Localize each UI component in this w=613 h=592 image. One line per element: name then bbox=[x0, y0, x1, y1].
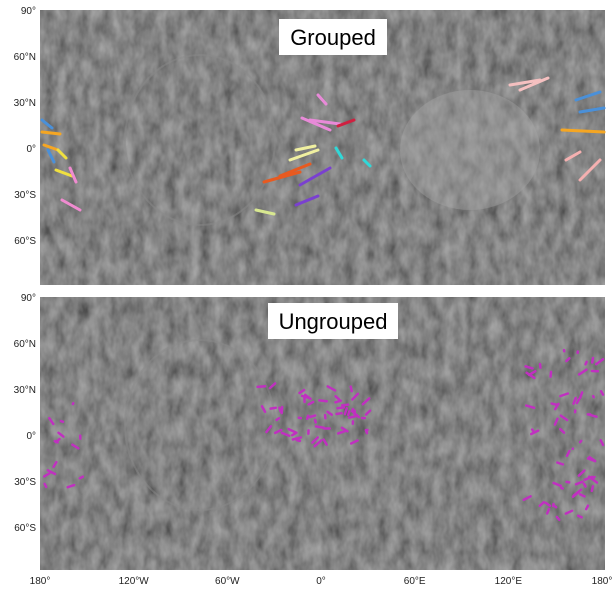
lon-label: 180° bbox=[592, 576, 613, 587]
feature bbox=[554, 505, 556, 507]
terrain bbox=[400, 90, 540, 210]
panel-title: Ungrouped bbox=[279, 309, 388, 334]
grouped-map: Grouped bbox=[40, 10, 605, 285]
feature bbox=[557, 463, 563, 465]
feature bbox=[319, 400, 326, 401]
feature bbox=[45, 484, 46, 487]
feature bbox=[349, 416, 355, 417]
lat-label: 30°N bbox=[14, 385, 36, 396]
lat-label: 30°S bbox=[14, 190, 36, 201]
feature bbox=[351, 387, 352, 391]
lat-label: 90° bbox=[21, 293, 36, 304]
figure: Grouped Ungrouped 90° 60°N 30°N 0° 30°S 60°S 9… bbox=[0, 0, 613, 592]
feature bbox=[80, 477, 83, 479]
feature bbox=[309, 416, 315, 418]
feature bbox=[277, 418, 279, 420]
lat-label: 30°N bbox=[14, 98, 36, 109]
feature bbox=[279, 408, 280, 412]
lat-label: 60°S bbox=[14, 236, 36, 247]
feature bbox=[580, 441, 581, 442]
lat-label: 90° bbox=[21, 6, 36, 17]
feature bbox=[592, 358, 593, 363]
feature bbox=[345, 408, 347, 414]
feature bbox=[55, 441, 58, 442]
feature bbox=[271, 408, 276, 409]
feature bbox=[307, 416, 308, 419]
lat-label: 60°S bbox=[14, 523, 36, 534]
ungrouped-map: Ungrouped bbox=[40, 297, 605, 570]
feature bbox=[586, 506, 588, 509]
feature bbox=[366, 430, 367, 432]
lon-label: 60°W bbox=[215, 576, 240, 587]
feature bbox=[61, 421, 63, 422]
panel-title: Grouped bbox=[290, 25, 376, 50]
lat-label: 0° bbox=[26, 431, 36, 442]
feature bbox=[315, 420, 316, 422]
feature bbox=[592, 477, 595, 478]
lon-label: 0° bbox=[316, 576, 326, 587]
lat-label: 0° bbox=[26, 144, 36, 155]
feature bbox=[552, 404, 558, 405]
lon-label: 180° bbox=[30, 576, 51, 587]
feature bbox=[258, 386, 265, 387]
feature bbox=[584, 484, 585, 487]
lon-label: 120°W bbox=[119, 576, 150, 587]
feature bbox=[348, 411, 349, 414]
feature bbox=[547, 509, 549, 514]
feature bbox=[297, 440, 300, 441]
lon-label: 60°E bbox=[404, 576, 426, 587]
feature bbox=[577, 400, 579, 403]
feature bbox=[335, 401, 340, 403]
lat-label: 60°N bbox=[14, 339, 36, 350]
feature bbox=[337, 413, 342, 414]
lon-label: 120°E bbox=[495, 576, 523, 587]
feature bbox=[316, 426, 324, 427]
feature bbox=[342, 405, 348, 406]
feature bbox=[562, 130, 604, 132]
feature bbox=[592, 486, 593, 491]
feature bbox=[292, 433, 295, 435]
feature bbox=[601, 391, 603, 394]
lat-label: 30°S bbox=[14, 477, 36, 488]
lat-label: 60°N bbox=[14, 52, 36, 63]
feature bbox=[578, 516, 581, 518]
feature bbox=[586, 362, 587, 364]
feature bbox=[338, 407, 344, 408]
